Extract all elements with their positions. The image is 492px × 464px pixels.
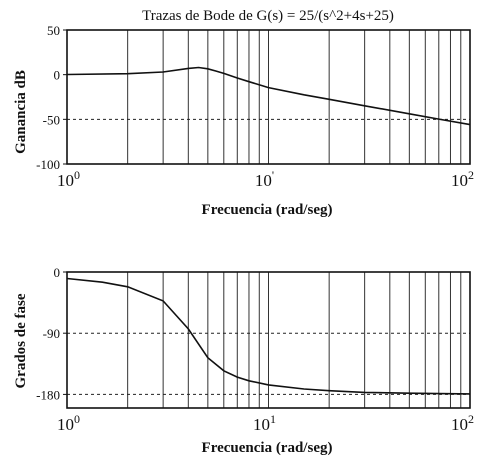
y-tick-label: 50 (47, 23, 60, 38)
magnitude-series (66, 66, 471, 126)
plot-border (66, 271, 471, 409)
response-curve (66, 66, 471, 126)
magnitude-y-axis-label: Ganancia dB (13, 70, 29, 154)
magnitude-y-ticks: 50 0 -50 -100 (36, 23, 67, 172)
magnitude-grid (67, 30, 470, 164)
phase-panel: 0 -90 -180 100 101 102 Grados de fase Frecue… (13, 265, 474, 456)
x-tick-label: 10' (255, 168, 274, 190)
phase-x-axis-label: Frecuencia (rad/seg) (202, 440, 333, 456)
magnitude-panel: 50 0 -50 -100 100 10' 102 Ganancia dB Frecuen… (13, 23, 474, 218)
x-tick-label: 101 (253, 412, 276, 434)
x-tick-label: 102 (451, 412, 474, 434)
phase-plot-frame (66, 271, 471, 409)
phase-series (66, 277, 471, 395)
y-tick-label: -50 (43, 112, 60, 127)
x-tick-label: 100 (57, 168, 80, 190)
y-tick-label: -90 (43, 326, 60, 341)
phase-y-axis-label: Grados de fase (13, 293, 29, 388)
y-tick-label: 0 (54, 68, 61, 83)
y-tick-label: -180 (36, 387, 60, 402)
plot-border (66, 29, 471, 165)
response-curve (66, 277, 471, 395)
figure-title: Trazas de Bode de G(s) = 25/(s^2+4s+25) (142, 8, 394, 24)
magnitude-x-ticks: 100 10' 102 (57, 168, 474, 190)
phase-grid (67, 272, 470, 408)
x-tick-label: 100 (57, 412, 80, 434)
y-tick-label: -100 (36, 157, 60, 172)
y-tick-label: 0 (54, 265, 61, 280)
magnitude-plot-frame (66, 29, 471, 165)
x-tick-label: 102 (451, 168, 474, 190)
phase-x-ticks: 100 101 102 (57, 412, 474, 434)
magnitude-x-axis-label: Frecuencia (rad/seg) (202, 202, 333, 218)
phase-y-ticks: 0 -90 -180 (36, 265, 67, 402)
